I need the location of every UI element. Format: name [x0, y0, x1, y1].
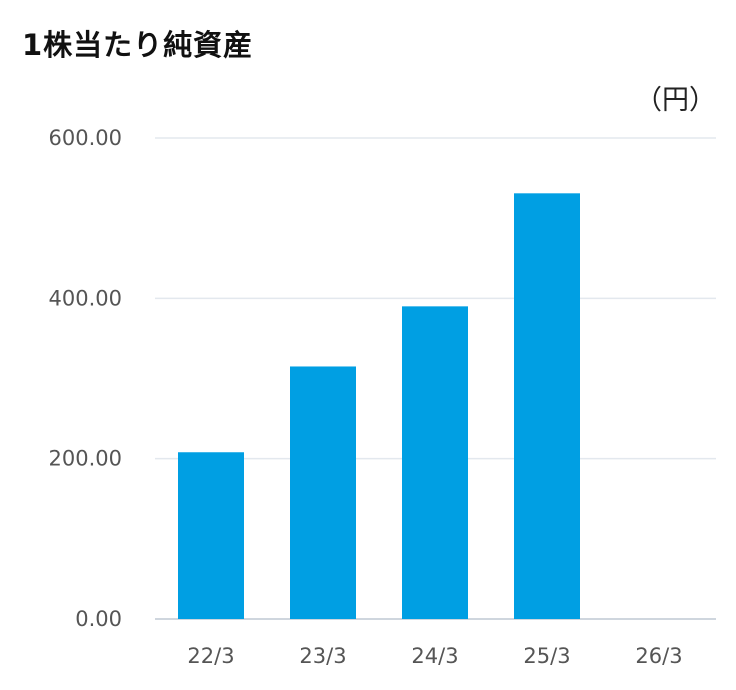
y-axis-labels: 0.00 200.00 400.00 600.00 [49, 126, 122, 631]
x-tick-label: 25/3 [523, 644, 570, 668]
bars [178, 193, 580, 619]
bar [514, 193, 580, 619]
x-tick-label: 23/3 [299, 644, 346, 668]
unit-label: （円） [635, 85, 716, 116]
x-tick-label: 22/3 [187, 644, 234, 668]
y-tick-label: 400.00 [49, 286, 122, 310]
bar [178, 452, 244, 619]
y-tick-label: 200.00 [49, 447, 122, 471]
bar [290, 366, 356, 619]
y-tick-label: 0.00 [75, 607, 122, 631]
x-tick-label: 26/3 [635, 644, 682, 668]
chart-title: 1株当たり純資産 [22, 28, 254, 62]
x-axis-labels: 22/3 23/3 24/3 25/3 26/3 [187, 644, 682, 668]
y-tick-label: 600.00 [49, 126, 122, 150]
x-tick-label: 24/3 [411, 644, 458, 668]
bar [402, 306, 468, 619]
